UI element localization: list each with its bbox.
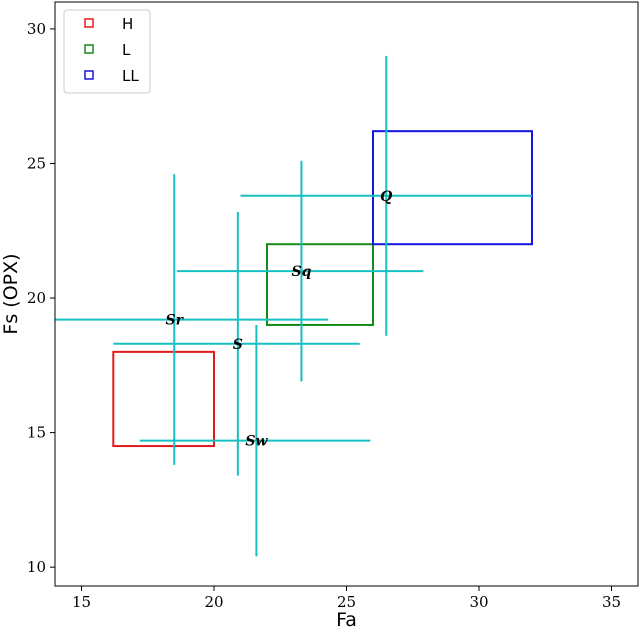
- region-ll-box: [372, 130, 533, 246]
- x-axis-label: Fa: [336, 609, 357, 629]
- point-label-sr: Sr: [166, 313, 185, 329]
- x-tick-label: 20: [204, 593, 223, 611]
- error-bars: [55, 55, 532, 557]
- region-l-box: [266, 243, 374, 326]
- x-tick-label: 15: [72, 593, 91, 611]
- legend-label-h: H: [122, 15, 133, 33]
- legend-label-ll: LL: [122, 67, 139, 85]
- y-tick-label: 15: [27, 424, 46, 442]
- y-axis-ticks: 10 15 20 25 30: [27, 20, 55, 576]
- y-tick-label: 25: [27, 154, 46, 172]
- point-labels: Sr S Sw Sq Q: [166, 189, 393, 450]
- point-label-s: S: [233, 337, 243, 353]
- legend-swatch-l: [84, 44, 94, 54]
- legend-label-l: L: [122, 41, 131, 59]
- y-tick-label: 20: [27, 289, 46, 307]
- point-label-q: Q: [380, 189, 392, 205]
- point-label-sq: Sq: [291, 264, 311, 280]
- point-label-sw: Sw: [245, 434, 268, 450]
- y-axis-label: Fs (OPX): [0, 253, 22, 334]
- x-axis-ticks: 15 20 25 30 35: [72, 586, 621, 611]
- y-tick-label: 10: [27, 558, 46, 576]
- region-boxes: [112, 130, 533, 448]
- x-tick-label: 35: [602, 593, 621, 611]
- y-tick-label: 30: [27, 20, 46, 38]
- x-tick-label: 25: [337, 593, 356, 611]
- region-h-box: [112, 350, 215, 448]
- legend-swatch-h: [84, 18, 94, 28]
- x-tick-label: 30: [469, 593, 488, 611]
- legend-swatch-ll: [84, 70, 94, 80]
